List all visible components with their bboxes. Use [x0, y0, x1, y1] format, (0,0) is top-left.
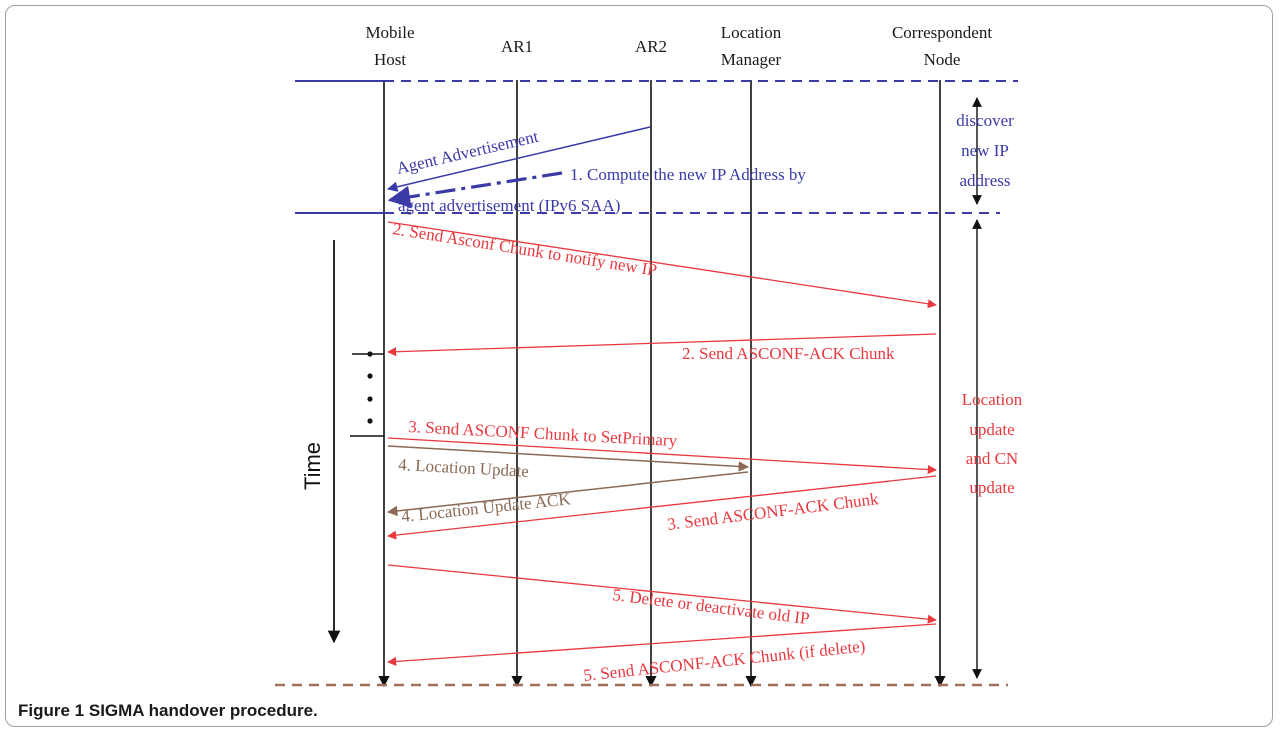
- step4-ack-label: 4. Location Update ACK: [400, 489, 572, 526]
- step2-send-label: 2. Send Asconf Chunk to notify new IP: [391, 219, 658, 280]
- discover-label-3: address: [960, 171, 1011, 190]
- figure-caption: Figure 1 SIGMA handover procedure.: [18, 701, 318, 721]
- entity-location-manager-line1: Location: [721, 23, 782, 42]
- step5-ack-arrow: [387, 623, 937, 666]
- update-label-1: Location: [962, 390, 1023, 409]
- step4-ack-arrow: [386, 471, 749, 517]
- figure-frame: [5, 5, 1273, 727]
- step4-update-arrow: [387, 445, 750, 472]
- discover-label-2: new IP: [961, 141, 1009, 160]
- time-label: Time: [300, 442, 325, 490]
- step2-send-arrow: [387, 221, 937, 309]
- agent-advertisement-arrow: [386, 126, 651, 192]
- entity-correspondent-node-line2: Node: [924, 50, 961, 69]
- entity-mobile-host-line2: Host: [374, 50, 406, 69]
- step1-label-line2: agent advertisement (IPv6 SAA): [398, 196, 620, 215]
- entity-ar1: AR1: [501, 37, 533, 56]
- step5-delete-arrow: [387, 564, 937, 624]
- step4-update-label: 4. Location Update: [398, 455, 530, 481]
- entity-location-manager-line2: Manager: [721, 50, 782, 69]
- entity-correspondent-node-line1: Correspondent: [892, 23, 992, 42]
- step2-ack-arrow: [387, 333, 937, 357]
- update-label-2: update: [969, 420, 1014, 439]
- step3-ack-label: 3. Send ASCONF-ACK Chunk: [666, 489, 880, 534]
- step2-ack-label: 2. Send ASCONF-ACK Chunk: [682, 344, 895, 363]
- compute-ip-arrow: [387, 171, 563, 208]
- update-label-3: and CN: [966, 449, 1018, 468]
- step5-ack-label: 5. Send ASCONF-ACK Chunk (if delete): [582, 636, 866, 685]
- step3-ack-arrow: [387, 475, 937, 540]
- ellipsis-dots: [367, 351, 373, 424]
- step3-send-arrow: [387, 437, 937, 475]
- step1-label-line1: 1. Compute the new IP Address by: [570, 165, 806, 184]
- step3-send-label: 3. Send ASCONF Chunk to SetPrimary: [408, 417, 678, 450]
- step5-delete-label: 5. Delete or deactivate old IP: [612, 585, 811, 628]
- update-label-4: update: [969, 478, 1014, 497]
- entity-ar2: AR2: [635, 37, 667, 56]
- entity-mobile-host-line1: Mobile: [365, 23, 414, 42]
- discover-label-1: discover: [956, 111, 1014, 130]
- figure-caption-text: SIGMA handover procedure.: [88, 701, 318, 720]
- figure-caption-label: Figure 1: [18, 701, 85, 720]
